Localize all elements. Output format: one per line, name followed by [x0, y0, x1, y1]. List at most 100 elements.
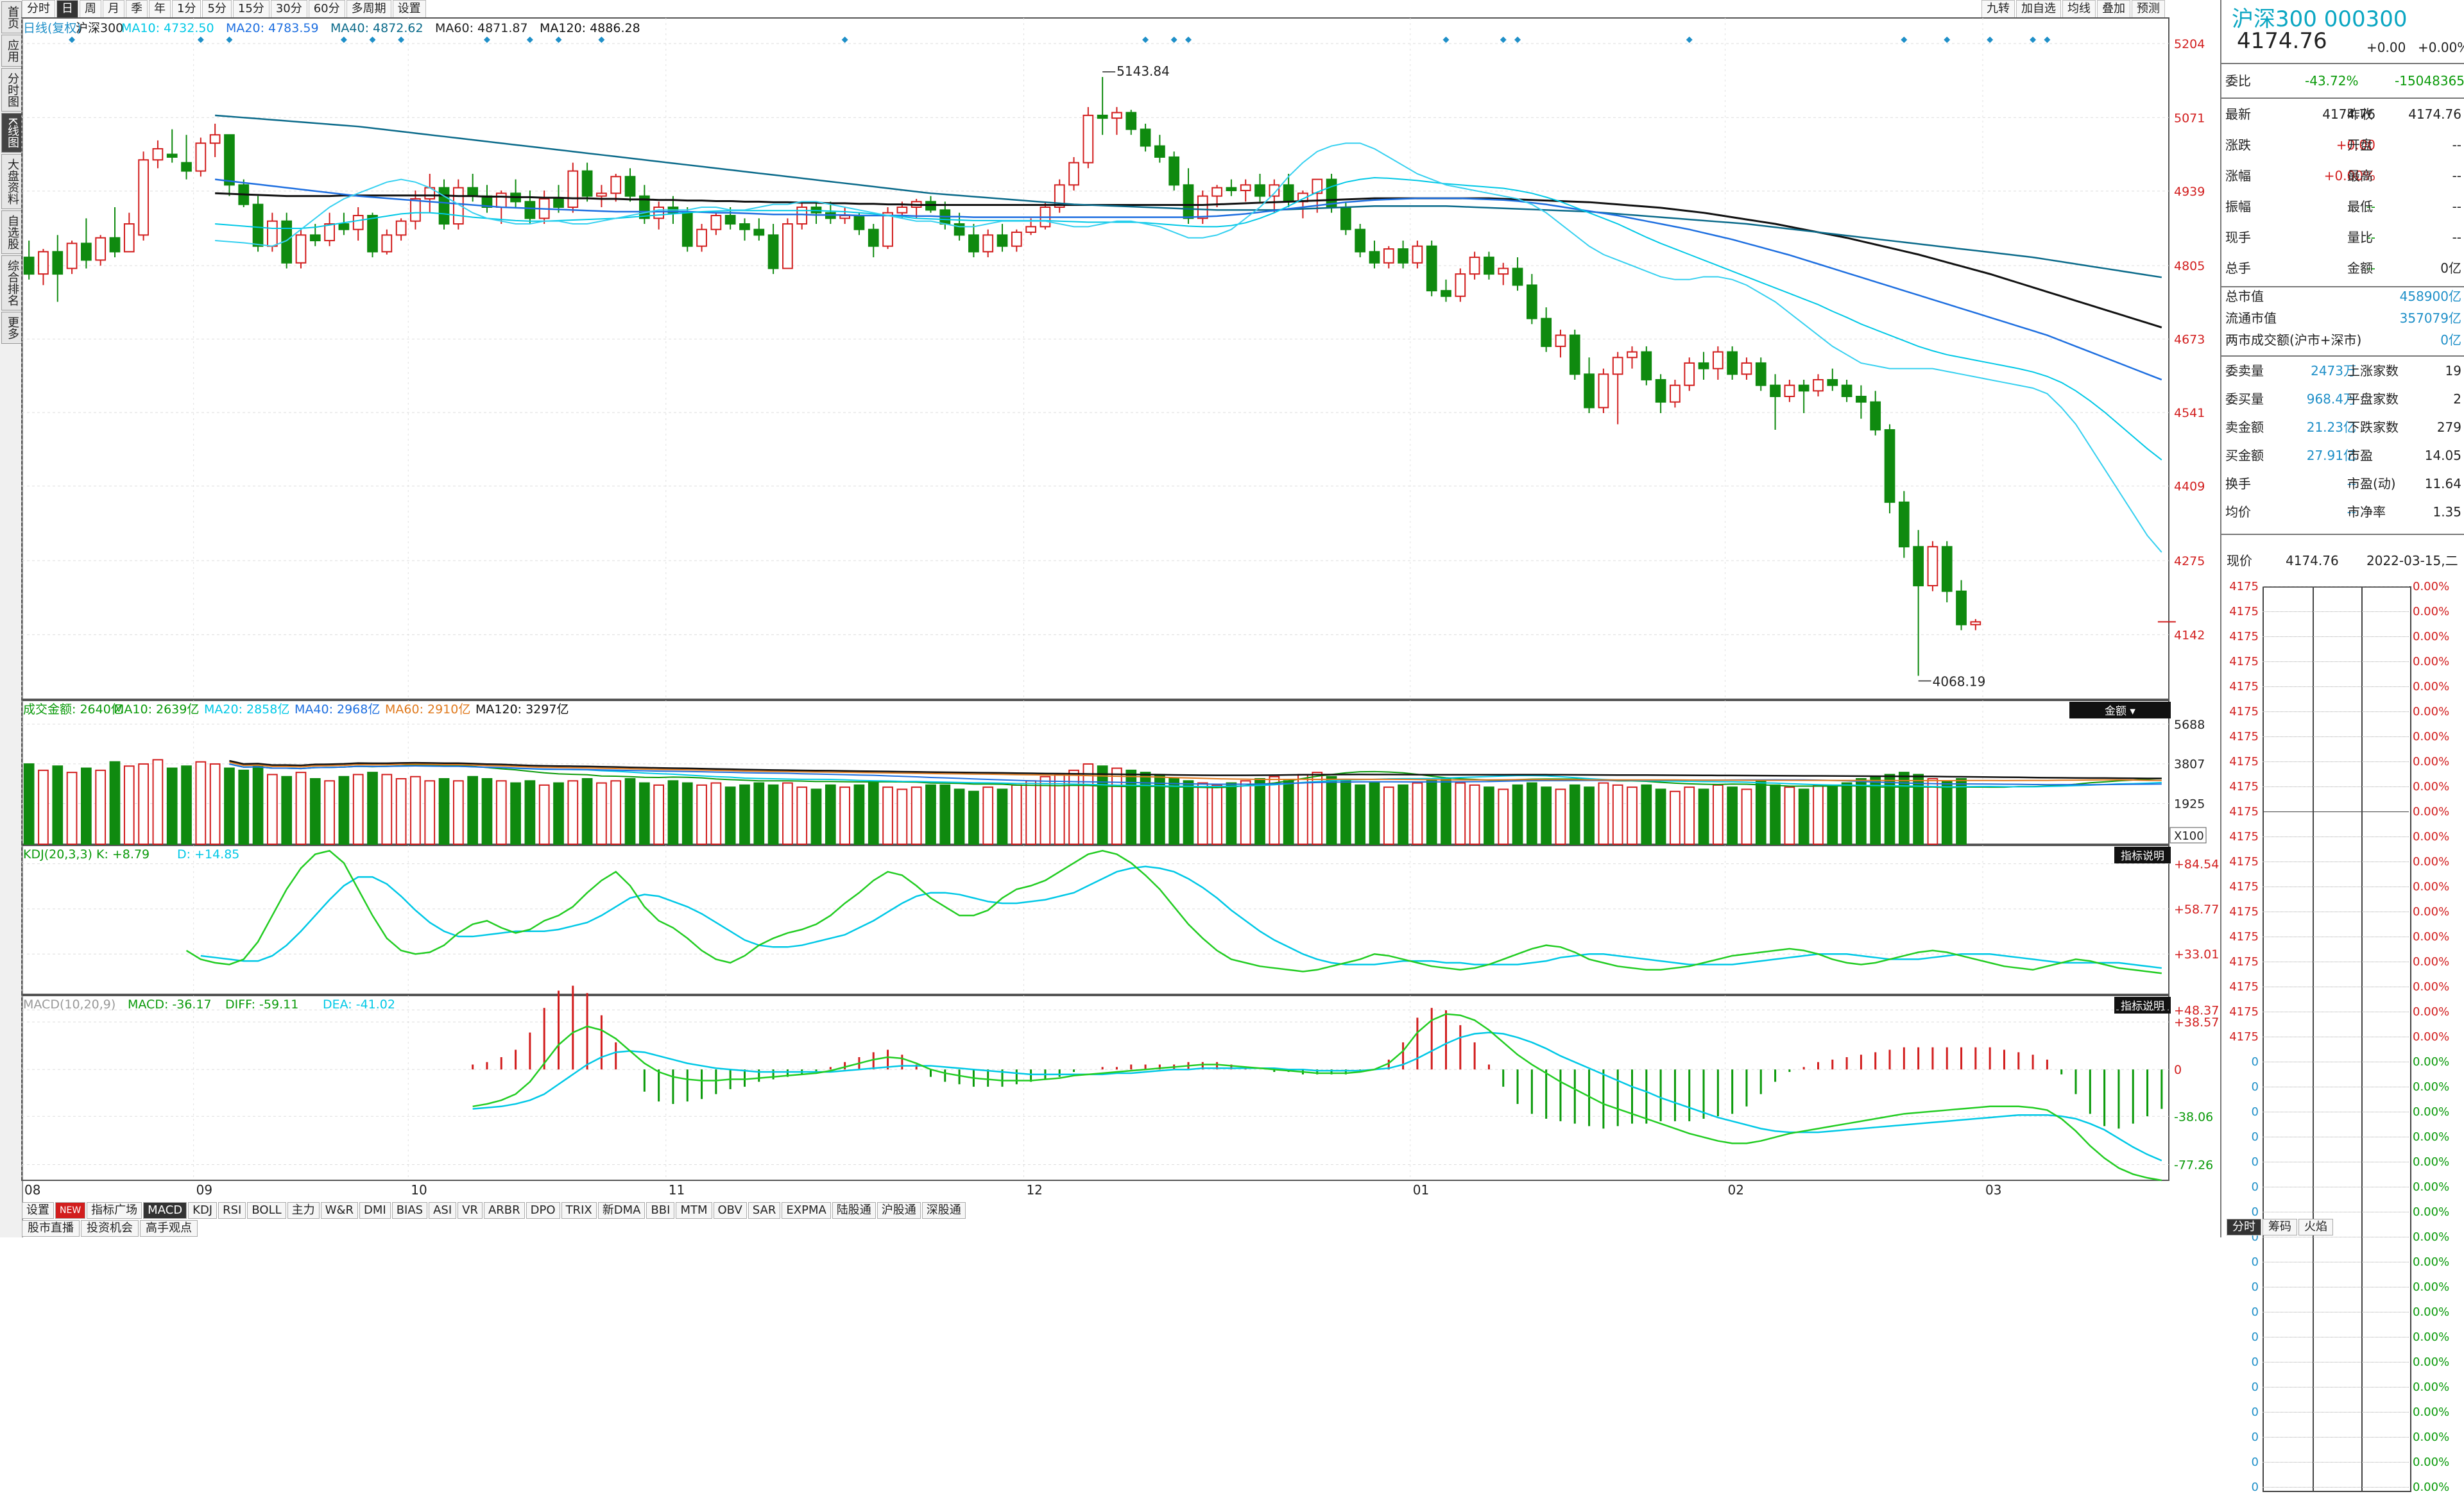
event-diamond-icon[interactable] [598, 37, 605, 43]
candle[interactable] [1011, 229, 1022, 252]
period-button-2[interactable]: 周 [80, 0, 101, 18]
candle[interactable] [753, 218, 765, 241]
candle[interactable] [982, 229, 994, 258]
candle[interactable] [1970, 619, 1981, 631]
quote-tab-1[interactable]: 筹码 [2263, 1219, 2297, 1235]
sidebar-tab-0[interactable]: 首页 [1, 1, 22, 33]
candle[interactable] [209, 123, 221, 157]
candle[interactable] [1784, 379, 1795, 402]
candle[interactable] [1526, 274, 1537, 325]
candle[interactable] [424, 173, 436, 213]
indicator-tab-4[interactable]: KDJ [188, 1202, 218, 1219]
candle[interactable] [481, 185, 493, 213]
candle[interactable] [796, 201, 808, 230]
candle[interactable] [1125, 110, 1137, 135]
event-diamond-icon[interactable] [1514, 37, 1521, 43]
candle[interactable] [1312, 178, 1323, 213]
indicator-tab-9[interactable]: DMI [359, 1202, 391, 1219]
candle[interactable] [367, 212, 378, 258]
indicator-tab-5[interactable]: RSI [218, 1202, 246, 1219]
candle[interactable] [510, 179, 521, 207]
event-diamond-icon[interactable] [398, 37, 405, 43]
indicator-tab-0[interactable]: 设置 [22, 1202, 54, 1219]
tool-button-3[interactable]: 叠加 [2097, 0, 2130, 18]
indicator-tab-7[interactable]: 主力 [287, 1202, 320, 1219]
period-button-9[interactable]: 30分 [270, 0, 307, 18]
candle[interactable] [81, 218, 92, 269]
candle[interactable] [1941, 541, 1953, 603]
event-diamond-icon[interactable] [2030, 37, 2037, 43]
event-diamond-icon[interactable] [197, 37, 204, 43]
candle[interactable] [696, 224, 707, 252]
candle[interactable] [1455, 268, 1466, 302]
candle[interactable] [1670, 379, 1681, 408]
candle[interactable] [338, 212, 350, 235]
candle[interactable] [1584, 357, 1595, 414]
indicator-tab-8[interactable]: W&R [320, 1202, 358, 1219]
candle[interactable] [95, 235, 107, 266]
event-diamond-icon[interactable] [1442, 37, 1450, 43]
indicator-tab-17[interactable]: BBI [646, 1202, 675, 1219]
candle[interactable] [968, 224, 979, 258]
indicator-tab-19[interactable]: OBV [713, 1202, 747, 1219]
candle[interactable] [166, 129, 178, 163]
event-diamond-icon[interactable] [483, 37, 490, 43]
candle[interactable] [252, 196, 264, 252]
event-diamond-icon[interactable] [1901, 37, 1908, 43]
sidebar-tab-2[interactable]: 分时图 [1, 68, 22, 112]
candle[interactable] [1755, 357, 1767, 391]
candle[interactable] [596, 185, 607, 207]
candle[interactable] [1297, 190, 1308, 219]
news-tab-1[interactable]: 投资机会 [81, 1220, 139, 1237]
candle[interactable] [138, 151, 149, 241]
candle[interactable] [1612, 352, 1623, 425]
candle[interactable] [1355, 224, 1366, 258]
event-diamond-icon[interactable] [1185, 37, 1192, 43]
candle[interactable] [710, 212, 722, 235]
candle[interactable] [395, 218, 407, 241]
candle[interactable] [52, 235, 64, 302]
indicator-tab-20[interactable]: SAR [748, 1202, 781, 1219]
event-diamond-icon[interactable] [340, 37, 347, 43]
period-button-3[interactable]: 月 [103, 0, 124, 18]
candle[interactable] [538, 190, 550, 225]
candle[interactable] [1183, 168, 1194, 225]
candle[interactable] [1798, 379, 1810, 414]
news-tab-2[interactable]: 高手观点 [140, 1220, 198, 1237]
event-diamond-icon[interactable] [1142, 37, 1149, 43]
period-button-12[interactable]: 设置 [392, 0, 426, 18]
tool-button-2[interactable]: 均线 [2062, 0, 2096, 18]
macd-help-button[interactable]: 指标说明 [2114, 997, 2171, 1014]
candle[interactable] [1082, 106, 1094, 169]
candle[interactable] [1398, 241, 1408, 269]
event-diamond-icon[interactable] [1944, 37, 1951, 43]
candle[interactable] [1512, 257, 1523, 291]
tool-button-1[interactable]: 加自选 [2016, 0, 2061, 18]
candle[interactable] [152, 140, 164, 169]
candle[interactable] [624, 168, 636, 202]
period-button-6[interactable]: 1分 [172, 0, 201, 18]
kline-chart[interactable]: 5204 5071 4939 4805 4673 4541 4409 4275 4142 08 09… [0, 0, 2220, 1237]
candle[interactable] [1898, 491, 1910, 558]
candle[interactable] [438, 179, 450, 230]
candle[interactable] [1211, 185, 1222, 207]
quote-tab-0[interactable]: 分时 [2227, 1219, 2261, 1235]
indicator-tab-23[interactable]: 沪股通 [877, 1202, 921, 1219]
event-diamond-icon[interactable] [555, 37, 562, 43]
candle[interactable] [767, 224, 779, 275]
indicator-tab-12[interactable]: VR [458, 1202, 483, 1219]
candle[interactable] [1827, 368, 1838, 391]
candle[interactable] [1569, 329, 1580, 380]
candle[interactable] [1956, 580, 1967, 631]
candle[interactable] [23, 241, 35, 280]
event-diamond-icon[interactable] [1987, 37, 1994, 43]
candle[interactable] [782, 218, 793, 269]
candle[interactable] [1054, 179, 1065, 213]
candle[interactable] [224, 134, 235, 196]
tool-button-4[interactable]: 预测 [2132, 0, 2165, 18]
candle[interactable] [324, 212, 335, 246]
kdj-help-button[interactable]: 指标说明 [2114, 847, 2171, 863]
candle[interactable] [1741, 357, 1752, 380]
candle[interactable] [1870, 391, 1881, 436]
tool-button-0[interactable]: 九转 [1981, 0, 2015, 18]
